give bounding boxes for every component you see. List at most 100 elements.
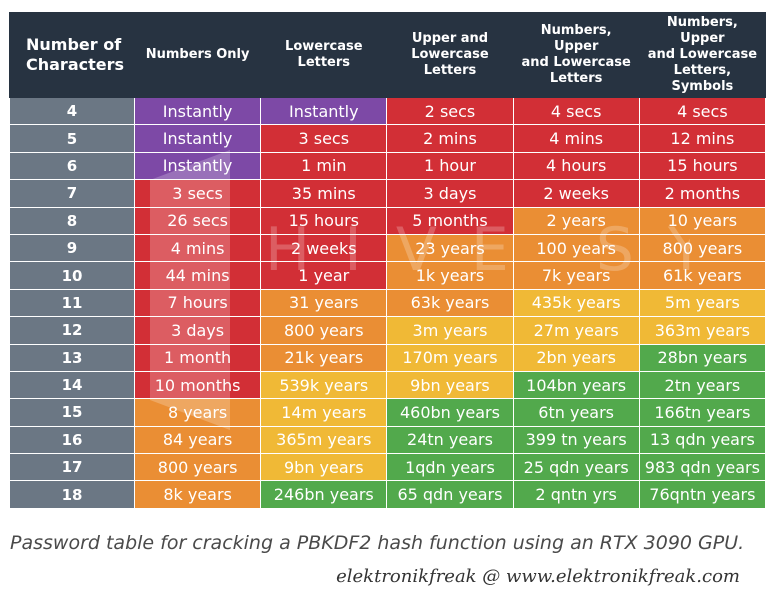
table-cell: 4 secs: [638, 96, 767, 126]
table-cell: 1 year: [260, 261, 388, 290]
column-header: Number of Characters: [9, 12, 135, 98]
table-cell: Instantly: [133, 151, 262, 181]
table-cell: Instantly: [260, 96, 388, 126]
table-row: 17 800 years 9bn years 1qdn years 25 qdn yea…: [9, 453, 767, 482]
row-character-count: 11: [9, 288, 135, 318]
table-row: 5 Instantly 3 secs 2 mins 4 mins 12 mins: [9, 124, 767, 153]
table-header-row: Number of Characters Numbers Only Lowercase…: [9, 12, 767, 98]
row-character-count: 17: [9, 453, 135, 482]
table-cell: 4 mins: [133, 233, 262, 263]
table-cell: 800 years: [133, 453, 262, 482]
column-header: Numbers Only: [133, 12, 262, 98]
figure-caption: Password table for cracking a PBKDF2 has…: [10, 532, 745, 554]
table-cell: 3 days: [133, 316, 262, 345]
table-cell: 6tn years: [512, 398, 640, 427]
table-row: 4 Instantly Instantly 2 secs 4 secs 4 secs: [9, 96, 767, 126]
table-cell: 983 qdn years: [638, 453, 767, 482]
table-cell: 7 hours: [133, 288, 262, 318]
table-cell: 435k years: [512, 288, 640, 318]
table-cell: Instantly: [133, 124, 262, 153]
table-cell: 2 mins: [386, 124, 514, 153]
row-character-count: 7: [9, 179, 135, 208]
table-cell: 26 secs: [133, 206, 262, 235]
column-header: Upper and Lowercase Letters: [386, 12, 514, 98]
table-cell: 15 hours: [260, 206, 388, 235]
table-cell: 28bn years: [638, 343, 767, 372]
table-cell: 13 qdn years: [638, 425, 767, 455]
column-header: Numbers, Upper and Lowercase Letters, Symb…: [638, 12, 767, 98]
table-cell: 2 qntn yrs: [512, 480, 640, 509]
row-character-count: 6: [9, 151, 135, 181]
table-row: 6 Instantly 1 min 1 hour 4 hours 15 hours: [9, 151, 767, 181]
table-cell: 2 weeks: [260, 233, 388, 263]
table-cell: 1 month: [133, 343, 262, 372]
table-cell: 12 mins: [638, 124, 767, 153]
table-row: 11 7 hours 31 years 63k years 435k years 5m y…: [9, 288, 767, 318]
table-cell: 44 mins: [133, 261, 262, 290]
table-cell: 2tn years: [638, 370, 767, 400]
table-cell: 1 min: [260, 151, 388, 181]
table-cell: 3 secs: [260, 124, 388, 153]
row-character-count: 4: [9, 96, 135, 126]
table-cell: 63k years: [386, 288, 514, 318]
row-character-count: 13: [9, 343, 135, 372]
table-cell: 5m years: [638, 288, 767, 318]
table-cell: 166tn years: [638, 398, 767, 427]
table-row: 12 3 days 800 years 3m years 27m years 363m y…: [9, 316, 767, 345]
table-cell: 2 years: [512, 206, 640, 235]
table-cell: 2 secs: [386, 96, 514, 126]
table-body: 4 Instantly Instantly 2 secs 4 secs 4 secs 5 In…: [9, 96, 767, 509]
table-cell: 4 hours: [512, 151, 640, 181]
table-cell: 7k years: [512, 261, 640, 290]
table-cell: 9bn years: [386, 370, 514, 400]
credit-line: elektronikfreak @ www.elektronikfreak.co…: [336, 566, 740, 587]
table-cell: 24tn years: [386, 425, 514, 455]
table-cell: 8 years: [133, 398, 262, 427]
table-cell: 365m years: [260, 425, 388, 455]
table-row: 16 84 years 365m years 24tn years 399 tn yea…: [9, 425, 767, 455]
row-character-count: 18: [9, 480, 135, 509]
table-cell: 460bn years: [386, 398, 514, 427]
table-cell: 84 years: [133, 425, 262, 455]
table-cell: 100 years: [512, 233, 640, 263]
row-character-count: 8: [9, 206, 135, 235]
row-character-count: 14: [9, 370, 135, 400]
row-character-count: 12: [9, 316, 135, 345]
table-cell: 65 qdn years: [386, 480, 514, 509]
table-cell: 10 years: [638, 206, 767, 235]
password-crack-time-table: Number of Characters Numbers Only Lowercase…: [9, 12, 767, 509]
table-cell: 1qdn years: [386, 453, 514, 482]
table-cell: 31 years: [260, 288, 388, 318]
table-cell: 4 secs: [512, 96, 640, 126]
table-cell: Instantly: [133, 96, 262, 126]
table-cell: 61k years: [638, 261, 767, 290]
table-row: 18 8k years 246bn years 65 qdn years 2 qntn …: [9, 480, 767, 509]
table-cell: 2bn years: [512, 343, 640, 372]
table-row: 8 26 secs 15 hours 5 months 2 years 10 years: [9, 206, 767, 235]
table-cell: 10 months: [133, 370, 262, 400]
table-cell: 8k years: [133, 480, 262, 509]
table-cell: 9bn years: [260, 453, 388, 482]
table-cell: 1k years: [386, 261, 514, 290]
table-row: 13 1 month 21k years 170m years 2bn years 28b…: [9, 343, 767, 372]
table-cell: 1 hour: [386, 151, 514, 181]
column-header: Numbers, Upper and Lowercase Letters: [512, 12, 640, 98]
table-cell: 170m years: [386, 343, 514, 372]
table-cell: 104bn years: [512, 370, 640, 400]
table-cell: 5 months: [386, 206, 514, 235]
table-row: 10 44 mins 1 year 1k years 7k years 61k years: [9, 261, 767, 290]
table-cell: 4 mins: [512, 124, 640, 153]
column-header: Lowercase Letters: [260, 12, 388, 98]
table-cell: 363m years: [638, 316, 767, 345]
row-character-count: 15: [9, 398, 135, 427]
table-row: 14 10 months 539k years 9bn years 104bn year…: [9, 370, 767, 400]
table-cell: 3 secs: [133, 179, 262, 208]
table-cell: 27m years: [512, 316, 640, 345]
row-character-count: 9: [9, 233, 135, 263]
table-cell: 399 tn years: [512, 425, 640, 455]
table-cell: 3m years: [386, 316, 514, 345]
row-character-count: 16: [9, 425, 135, 455]
table-cell: 246bn years: [260, 480, 388, 509]
